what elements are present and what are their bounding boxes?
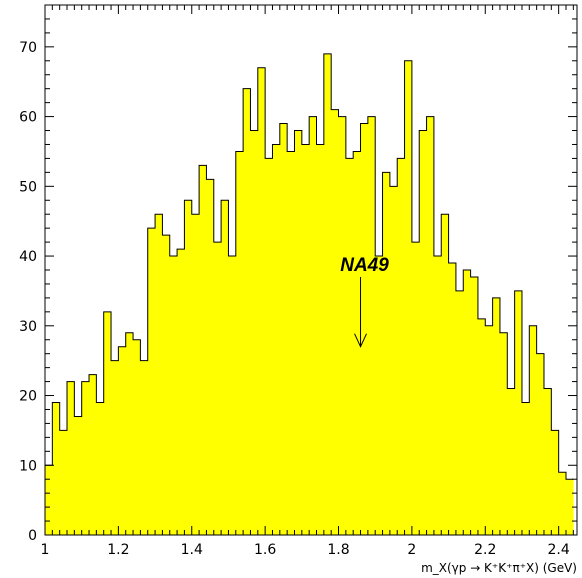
histogram-bar [433,256,442,535]
histogram-bar [74,416,82,535]
histogram-bar [389,186,398,535]
histogram-bar [499,332,508,535]
histogram-bar [551,430,559,535]
histogram-bar [206,179,215,535]
histogram-bar [345,158,354,536]
annotation-arrow-head [354,333,367,348]
histogram-bar [52,402,60,535]
histogram-bar [558,472,567,535]
histogram-bar [441,214,449,535]
x-tick-label: 2 [407,542,416,558]
histogram-bar [96,402,105,535]
histogram-outline [44,53,574,535]
histogram-bar [118,346,127,535]
histogram-bar [536,353,545,535]
x-axis-label: m_X(γp → K⁺K⁺π⁺X) (GeV) [421,561,577,575]
histogram-bar [331,109,339,536]
y-tick-label: 50 [19,179,37,195]
x-tick-label: 1.8 [327,542,349,558]
histogram-bar [323,53,332,535]
histogram-bar [477,318,486,535]
histogram-bar [353,151,361,535]
histogram-bar [162,235,171,535]
histogram-bar [448,263,457,535]
histogram-bar [125,332,134,535]
histogram-bar [338,116,347,535]
histogram-bar [507,388,515,535]
histogram-bar [543,388,552,535]
y-tick-label: 40 [19,249,37,265]
x-tick-label: 2.2 [474,542,496,558]
histogram-bar [309,116,317,535]
x-tick-label: 1.6 [254,542,276,558]
annotation-label: NA49 [340,255,389,276]
y-tick-label: 30 [19,319,37,335]
histogram-bar [521,402,530,535]
y-tick-label: 0 [28,528,37,544]
histogram-bar [250,130,259,535]
histogram-bar [191,214,200,535]
x-tick-label: 1 [41,542,50,558]
histogram-bar [45,465,53,535]
histogram-bar [411,242,420,536]
histogram-bar [279,123,288,536]
histogram-bar [397,158,405,536]
histogram-bar [301,144,310,535]
y-tick-label: 10 [19,458,37,474]
histogram-bar [316,144,325,535]
histogram-bar [184,200,193,535]
y-tick-label: 60 [19,110,37,126]
histogram-bar [485,325,493,535]
histogram-bar [455,290,464,535]
histogram-bar [426,116,435,535]
x-tick-label: 2.4 [548,542,570,558]
histogram-bar [59,430,68,535]
histogram-bar [272,144,281,535]
plot-area: 0 10 20 30 40 50 60 70 1 1.2 1.4 1.6 1.8 2 2.2 2.4 m_X(γ… [19,4,578,575]
histogram-bar [404,60,413,535]
histogram-bar [111,360,119,535]
histogram-bar [367,116,376,535]
y-tick-label: 20 [19,389,37,405]
histogram-bar [265,158,273,536]
histogram-bar [492,297,501,535]
histogram-bar [103,311,112,535]
histogram-bar [382,172,391,535]
x-tick-label: 1.4 [181,542,203,558]
x-tick-label: 1.2 [107,542,129,558]
y-tick-label: 70 [19,40,37,56]
histogram-bar [529,325,537,535]
histogram-bar [375,256,383,535]
histogram-bar [287,151,295,535]
histogram-bar [155,214,163,535]
histogram-bar [213,242,222,536]
histogram-bar [470,276,479,535]
histogram-bar [177,249,185,535]
histogram-bar [294,130,303,535]
histogram-bar [257,67,266,535]
histogram-bar [67,381,75,535]
histogram-bar [221,200,229,535]
histogram-bar [243,88,251,536]
histogram-bar [419,130,427,535]
histogram-bar [235,151,244,535]
histogram-bar [147,228,156,535]
histogram-bar [89,374,97,535]
histogram-bar [565,479,574,535]
histogram-bar [228,256,237,535]
histogram-bar [463,270,471,535]
histogram-bar [514,290,523,535]
histogram-bar [360,123,369,536]
histogram-bar [81,381,90,535]
histogram-bar [133,339,141,535]
histogram-bar [169,256,178,535]
histogram-bar [140,360,149,535]
histogram-bar [199,165,207,535]
